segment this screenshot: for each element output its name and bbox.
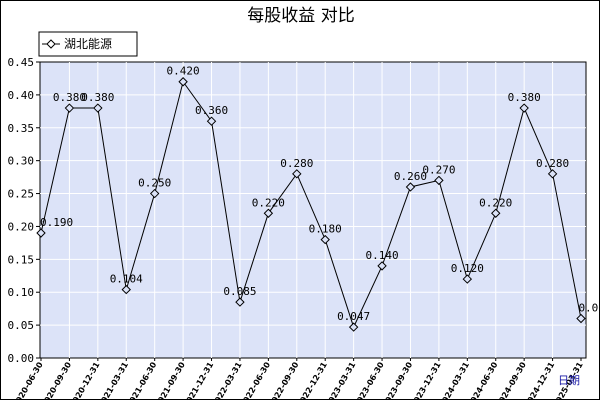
data-label: 0.047 <box>337 310 370 323</box>
legend-label: 湖北能源 <box>64 36 112 51</box>
x-tick-label: 2020-12-31 <box>68 360 102 399</box>
x-tick-label: 2022-09-30 <box>267 360 301 399</box>
data-point-marker <box>491 208 501 218</box>
data-label: 0.420 <box>167 65 200 78</box>
data-label: 0.120 <box>451 262 484 275</box>
x-tick-label: 2023-12-31 <box>409 360 443 399</box>
y-tick-label: 0.00 <box>8 352 35 365</box>
data-point-marker <box>519 103 529 113</box>
data-point-marker <box>462 274 473 284</box>
data-point-marker <box>348 322 359 332</box>
y-tick-label: 0.45 <box>8 56 35 69</box>
y-axis: 0.00 0.05 0.10 0.15 0.20 0.25 0.30 0.35 0.40 0.45 <box>8 56 40 365</box>
x-tick-label: 2021-06-30 <box>125 360 159 399</box>
data-label: 0.060 <box>578 302 599 315</box>
data-label: 0.140 <box>365 249 398 262</box>
data-label: 0.260 <box>394 170 427 183</box>
data-point-marker <box>547 169 558 179</box>
data-label: 0.280 <box>536 157 569 170</box>
x-tick-label: 2023-06-30 <box>352 360 386 399</box>
grid-lines <box>40 62 586 358</box>
data-point-marker <box>405 182 416 192</box>
data-label: 0.085 <box>223 285 256 298</box>
y-tick-label: 0.20 <box>8 220 35 233</box>
x-tick-label: 2021-09-30 <box>153 360 187 399</box>
data-label: 0.380 <box>81 91 114 104</box>
x-axis: 2020-06-302020-09-302020-12-312021-03-31… <box>11 358 585 399</box>
data-label: 0.190 <box>40 216 73 229</box>
data-label: 0.104 <box>110 273 143 286</box>
plot-area <box>39 61 587 359</box>
data-label: 0.220 <box>252 196 285 209</box>
data-label: 0.360 <box>195 104 228 117</box>
data-point-marker <box>36 228 46 238</box>
x-tick-label: 2024-06-30 <box>466 360 500 399</box>
data-point-marker <box>320 234 330 245</box>
y-tick-label: 0.05 <box>8 319 35 332</box>
data-point-marker <box>377 261 387 271</box>
x-tick-label: 2020-06-30 <box>11 360 45 399</box>
data-point-marker <box>576 313 586 324</box>
data-label: 0.220 <box>479 196 512 209</box>
x-tick-label: 2022-06-30 <box>239 360 273 399</box>
x-tick-label: 2023-09-30 <box>381 360 415 399</box>
data-label: 0.380 <box>53 91 86 104</box>
x-tick-label: 2022-12-31 <box>296 360 330 399</box>
chart-title: 每股收益 对比 <box>247 6 354 26</box>
x-tick-label: 2024-12-31 <box>523 360 557 399</box>
data-point-marker <box>149 188 160 199</box>
x-tick-label: 2021-03-31 <box>97 360 131 399</box>
data-label: 0.380 <box>508 91 541 104</box>
y-tick-label: 0.15 <box>8 253 35 266</box>
x-tick-label: 2020-09-30 <box>40 360 74 399</box>
y-tick-label: 0.10 <box>8 286 35 299</box>
series-line <box>40 80 582 329</box>
x-tick-label: 2023-03-31 <box>324 360 358 399</box>
data-point-marker <box>64 103 75 113</box>
x-tick-label: 2024-09-30 <box>495 360 529 399</box>
y-tick-label: 0.35 <box>8 122 35 135</box>
data-label: 0.180 <box>309 223 342 236</box>
x-tick-label: 2024-03-31 <box>438 360 472 399</box>
x-tick-label: 2021-12-31 <box>182 360 216 399</box>
y-tick-label: 0.40 <box>8 89 35 102</box>
data-point-marker <box>178 77 188 87</box>
data-point-marker <box>206 116 217 126</box>
data-point-marker <box>121 284 131 295</box>
y-tick-label: 0.30 <box>8 155 35 168</box>
y-tick-label: 0.25 <box>8 188 35 201</box>
legend-marker-icon <box>46 39 56 49</box>
x-tick-label: 2022-03-31 <box>210 360 244 399</box>
data-point-marker <box>292 169 302 179</box>
data-label: 0.270 <box>422 163 455 176</box>
data-point-marker <box>434 175 444 186</box>
data-label: 0.280 <box>280 157 313 170</box>
data-label: 0.250 <box>138 177 171 190</box>
data-point-marker <box>93 103 103 113</box>
series-group: 0.1900.3800.3800.1040.2500.4200.3600.085… <box>36 65 599 332</box>
x-axis-label: 日期 <box>558 374 580 387</box>
data-point-marker <box>235 297 245 307</box>
data-point-marker <box>263 208 274 218</box>
legend: 湖北能源 <box>38 31 138 57</box>
